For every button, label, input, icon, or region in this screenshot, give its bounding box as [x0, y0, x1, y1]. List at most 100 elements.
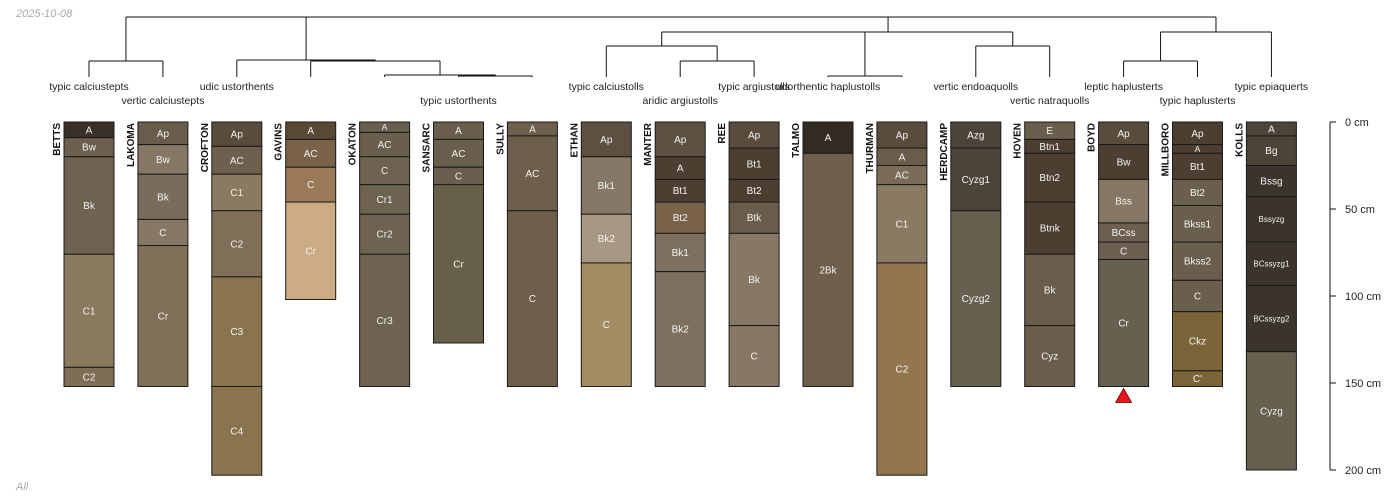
horizon-label: Bk1 [672, 248, 690, 259]
profile-name: LAKOMA [126, 123, 137, 167]
horizon-label: Cyz [1041, 352, 1058, 363]
depth-tick-label: 100 cm [1345, 291, 1381, 303]
horizon-label: Bk [1044, 285, 1057, 296]
horizon-label: Cr [453, 259, 464, 270]
horizon-label: Ap [157, 129, 170, 140]
horizon-label: A [307, 126, 314, 137]
profile-name: HERDCAMP [939, 123, 950, 181]
horizon-label: C3 [230, 327, 243, 338]
horizon-label: C2 [230, 239, 243, 250]
taxon-label: typic ustorthents [420, 95, 496, 107]
horizon-label: C' [1193, 374, 1202, 385]
horizon-ree-bk [728, 232, 780, 327]
profile-thurman: Ap A AC C1 C2 THURMAN [865, 121, 928, 476]
horizon-label: E [1046, 126, 1053, 137]
profile-name: TALMO [791, 123, 802, 158]
horizon-label: C [159, 228, 166, 239]
horizon-label: Bssg [1260, 177, 1282, 188]
profile-betts: A Bw Bk C1 C2 BETTS [52, 121, 115, 387]
depth-tick-label: 50 cm [1345, 204, 1375, 216]
horizon-label: C [455, 171, 462, 182]
horizon-sansarc-ac [433, 138, 484, 168]
horizon-kolls-bssyzg [1245, 196, 1297, 243]
horizon-label: C [529, 294, 536, 305]
taxon-label: typic haplusterts [1160, 95, 1236, 107]
horizon-label: 2Bk [819, 265, 837, 276]
horizon-kolls-bssg [1245, 165, 1297, 198]
profile-manter: Ap A Bt1 Bt2 Bk1 Bk2 MANTER [643, 121, 706, 387]
horizon-ethan-bk2 [580, 213, 632, 264]
horizon-label: Bw [156, 155, 171, 166]
horizon-label: C [603, 320, 610, 331]
horizon-millboro-bkss1 [1172, 205, 1223, 243]
horizon-label: Cyzg1 [962, 175, 991, 186]
horizon-label: C [307, 180, 314, 191]
horizon-label: Bk1 [598, 181, 616, 192]
horizon-label: Cr2 [377, 230, 394, 241]
profile-name: BOYD [1087, 123, 1098, 152]
horizon-okaton-cr3 [359, 253, 411, 387]
horizon-okaton-cr1 [359, 184, 411, 215]
taxon-label: vertic calciustepts [121, 95, 204, 107]
profile-crofton: Ap AC C1 C2 C3 C4 CROFTON [200, 121, 263, 476]
horizon-label: A [529, 124, 536, 135]
taxon-label: udic ustorthents [200, 81, 274, 93]
horizon-label: Bt2 [747, 186, 762, 197]
horizon-label: Ap [600, 135, 613, 146]
horizon-label: A [1268, 124, 1275, 135]
horizon-label: C1 [83, 306, 96, 317]
horizon-label: C4 [230, 426, 243, 437]
horizon-label: Cr [158, 312, 169, 323]
taxon-label: vertic endoaquolls [933, 81, 1018, 93]
horizon-boyd-bw [1098, 144, 1150, 180]
depth-axis: 0 cm 50 cm 100 cm 150 cm 200 cm [1329, 117, 1381, 477]
horizon-label: BCssyzg2 [1253, 314, 1290, 323]
horizon-label: Bt1 [747, 159, 762, 170]
marker-triangle-icon [1114, 387, 1133, 403]
dendrogram [88, 16, 1272, 77]
horizon-label: AC [304, 149, 318, 160]
horizon-manter-bk2 [654, 271, 706, 387]
horizon-betts-c2 [63, 366, 115, 387]
horizon-gavins-c [285, 166, 337, 203]
horizon-label: Bt2 [1190, 188, 1205, 199]
profile-name: OKATON [348, 123, 359, 165]
horizon-ree-c [728, 325, 780, 387]
horizon-label: Bt1 [673, 186, 688, 197]
taxon-label: aridic argiustolls [643, 95, 718, 107]
horizon-label: Bk2 [598, 234, 616, 245]
horizon-lakoma-bk [137, 173, 189, 220]
horizon-label: Ckz [1189, 337, 1206, 348]
horizon-label: Cr [305, 246, 316, 257]
profile-hoven: E Btn1 Btn2 Btnk Bk Cyz HOVEN [1013, 121, 1076, 387]
horizon-ree-btk [728, 201, 780, 234]
horizon-lakoma-bw [137, 144, 189, 175]
horizon-boyd-bss [1098, 178, 1150, 224]
horizon-label: AC [895, 171, 909, 182]
horizon-label: C1 [896, 219, 909, 230]
horizon-lakoma-cr [137, 245, 189, 387]
horizon-label: A [677, 164, 684, 175]
date-label: 2025-10-08 [16, 8, 73, 20]
horizon-label: AC [230, 156, 244, 167]
horizon-thurman-ap [876, 121, 928, 149]
profile-name: MANTER [643, 122, 654, 166]
horizon-label: Btn2 [1039, 173, 1060, 184]
profile-sansarc: A AC C Cr SANSARC [422, 121, 484, 344]
horizon-talmo-a [802, 121, 854, 154]
horizon-hoven-btn2 [1024, 152, 1076, 203]
taxon-label: typic argiustolls [718, 81, 790, 93]
horizon-label: AC [452, 149, 466, 160]
horizon-manter-bt2 [654, 201, 706, 234]
horizon-millboro-bt1 [1172, 152, 1223, 180]
horizon-gavins-cr [285, 201, 337, 300]
profile-name: KOLLS [1234, 123, 1245, 157]
horizon-label: Btnk [1040, 224, 1061, 235]
horizon-label: Bk [748, 275, 761, 286]
horizon-label: Ap [748, 131, 761, 142]
horizon-label: AC [378, 140, 392, 151]
footer-label: All [16, 481, 29, 493]
profile-name: SANSARC [422, 123, 433, 172]
horizon-label: Bkss1 [1184, 219, 1212, 230]
horizon-label: Cyzg2 [962, 294, 991, 305]
